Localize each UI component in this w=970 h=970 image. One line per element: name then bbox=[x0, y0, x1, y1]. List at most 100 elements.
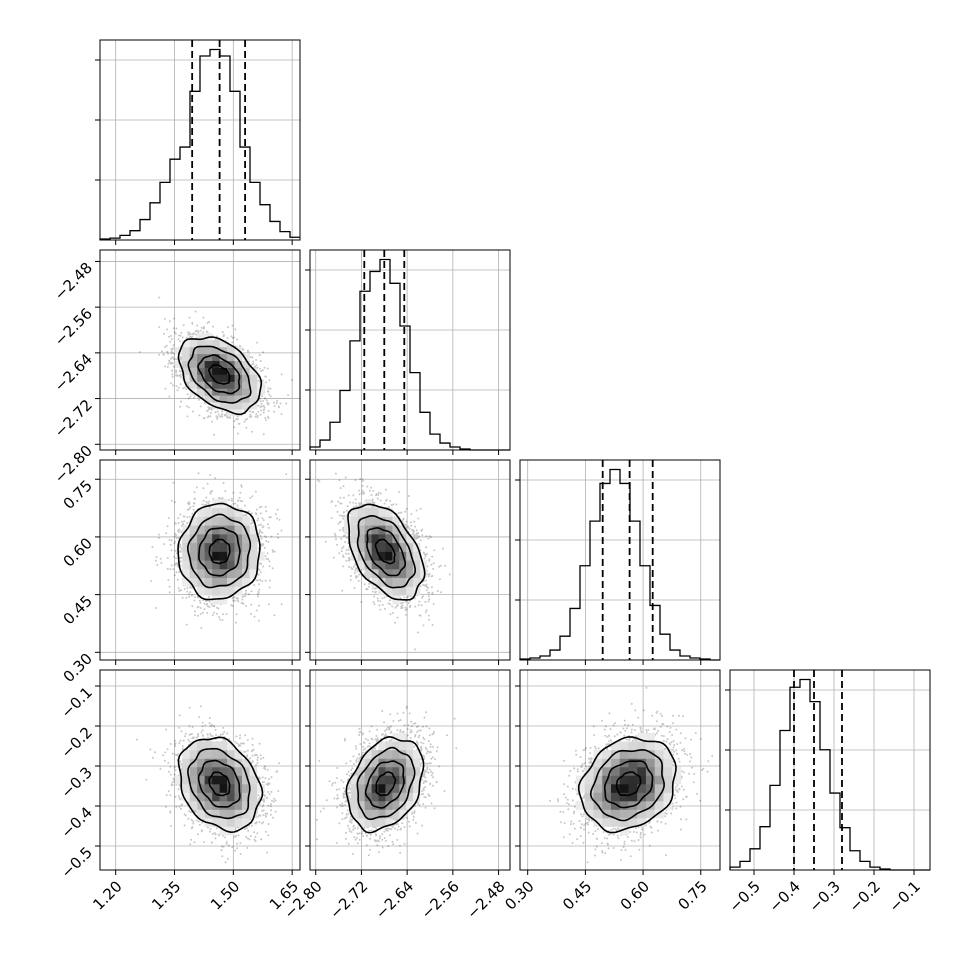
histogram-panel-p1 bbox=[95, 39, 301, 245]
density-bin bbox=[584, 784, 594, 793]
density-bin bbox=[399, 758, 407, 768]
density-bin bbox=[204, 353, 213, 362]
density-bin bbox=[182, 534, 190, 544]
density-bin bbox=[242, 818, 250, 827]
y-tick-label-p4: −0.5 bbox=[58, 843, 96, 881]
density-bin bbox=[212, 784, 220, 793]
density-bin bbox=[182, 340, 190, 348]
density-bin bbox=[219, 346, 228, 355]
density-bin bbox=[197, 758, 205, 768]
density-bin bbox=[249, 381, 258, 389]
density-bin bbox=[619, 784, 629, 793]
density-bin bbox=[350, 507, 359, 517]
density-bin bbox=[378, 784, 386, 793]
density-bin bbox=[392, 792, 400, 802]
density-bin bbox=[406, 741, 414, 751]
contour-level-2 bbox=[356, 514, 417, 589]
density-bin bbox=[378, 792, 386, 802]
density-bin bbox=[189, 381, 198, 389]
density-bin bbox=[204, 766, 213, 776]
density-bin bbox=[249, 395, 258, 403]
histogram-panel-p3 bbox=[515, 459, 721, 665]
density-bin bbox=[357, 792, 365, 802]
density-bin bbox=[212, 741, 220, 751]
density-bin bbox=[364, 551, 372, 561]
contour-level-2 bbox=[187, 345, 252, 404]
density-bin bbox=[637, 775, 647, 785]
density-bin bbox=[197, 792, 205, 802]
density-bin bbox=[227, 569, 235, 579]
density-bin bbox=[628, 758, 638, 768]
density-bin bbox=[413, 577, 421, 587]
density-bin bbox=[212, 749, 220, 759]
density-bin bbox=[234, 792, 243, 802]
density-bin bbox=[219, 577, 228, 587]
density-bin bbox=[371, 534, 379, 544]
density-bin bbox=[576, 784, 586, 793]
density-bin bbox=[399, 741, 407, 751]
contour-level-3 bbox=[345, 735, 425, 834]
x-tick-label-p4: −0.5 bbox=[726, 877, 764, 915]
density-bin bbox=[385, 577, 393, 587]
density-bin bbox=[227, 542, 235, 552]
y-tick-label-p3: 0.60 bbox=[60, 534, 96, 570]
density-bin bbox=[256, 551, 265, 561]
density-bin bbox=[385, 809, 393, 819]
density-bin bbox=[392, 801, 400, 810]
density-bin bbox=[204, 542, 213, 552]
density-bin bbox=[406, 766, 414, 776]
histogram-panel-p2 bbox=[305, 249, 511, 455]
density-bin bbox=[204, 346, 213, 355]
density-bin bbox=[350, 801, 359, 810]
density-bin bbox=[227, 586, 235, 596]
density-bin bbox=[219, 525, 228, 535]
density-bin bbox=[663, 775, 673, 785]
density-bin bbox=[584, 792, 594, 802]
density-bin bbox=[197, 360, 205, 368]
density-bin bbox=[182, 784, 190, 793]
density-bin bbox=[227, 507, 235, 517]
density-bin bbox=[234, 525, 243, 535]
density-bin bbox=[663, 766, 673, 776]
density-bin bbox=[197, 551, 205, 561]
density-bin bbox=[378, 534, 386, 544]
density-bin bbox=[242, 381, 250, 389]
contour-level-2 bbox=[187, 747, 251, 820]
density-bin bbox=[392, 525, 400, 535]
density-bin bbox=[392, 758, 400, 768]
density-bin bbox=[174, 360, 183, 368]
density-bin bbox=[182, 353, 190, 362]
density-bin bbox=[645, 749, 655, 759]
density-bin bbox=[197, 346, 205, 355]
density-bin bbox=[234, 577, 243, 587]
density-bin bbox=[399, 732, 407, 742]
density-bin bbox=[219, 775, 228, 785]
density-bin bbox=[637, 818, 647, 827]
density-bin bbox=[406, 801, 414, 810]
density-bin bbox=[189, 360, 198, 368]
density-bin bbox=[628, 809, 638, 819]
density-bin bbox=[378, 560, 386, 570]
density-bin bbox=[182, 346, 190, 355]
density-bin bbox=[413, 784, 421, 793]
density-bin bbox=[227, 516, 235, 526]
density-bin bbox=[234, 395, 243, 403]
density-bin bbox=[189, 551, 198, 561]
contour-level-3 bbox=[177, 736, 264, 834]
density-bin bbox=[197, 333, 205, 341]
density-bin bbox=[385, 525, 393, 535]
density-bin bbox=[406, 775, 414, 785]
density-bin bbox=[242, 801, 250, 810]
density-bin bbox=[212, 367, 220, 375]
density-bin bbox=[357, 507, 365, 517]
density-bin bbox=[197, 381, 205, 389]
density-bin bbox=[212, 346, 220, 355]
density-bin bbox=[227, 560, 235, 570]
density-bin bbox=[672, 766, 682, 776]
panel-frame bbox=[99, 669, 301, 871]
density-bin bbox=[350, 516, 359, 526]
density-bin bbox=[406, 534, 414, 544]
y-tick-label-p4: −0.3 bbox=[58, 763, 96, 801]
density-bin bbox=[212, 516, 220, 526]
